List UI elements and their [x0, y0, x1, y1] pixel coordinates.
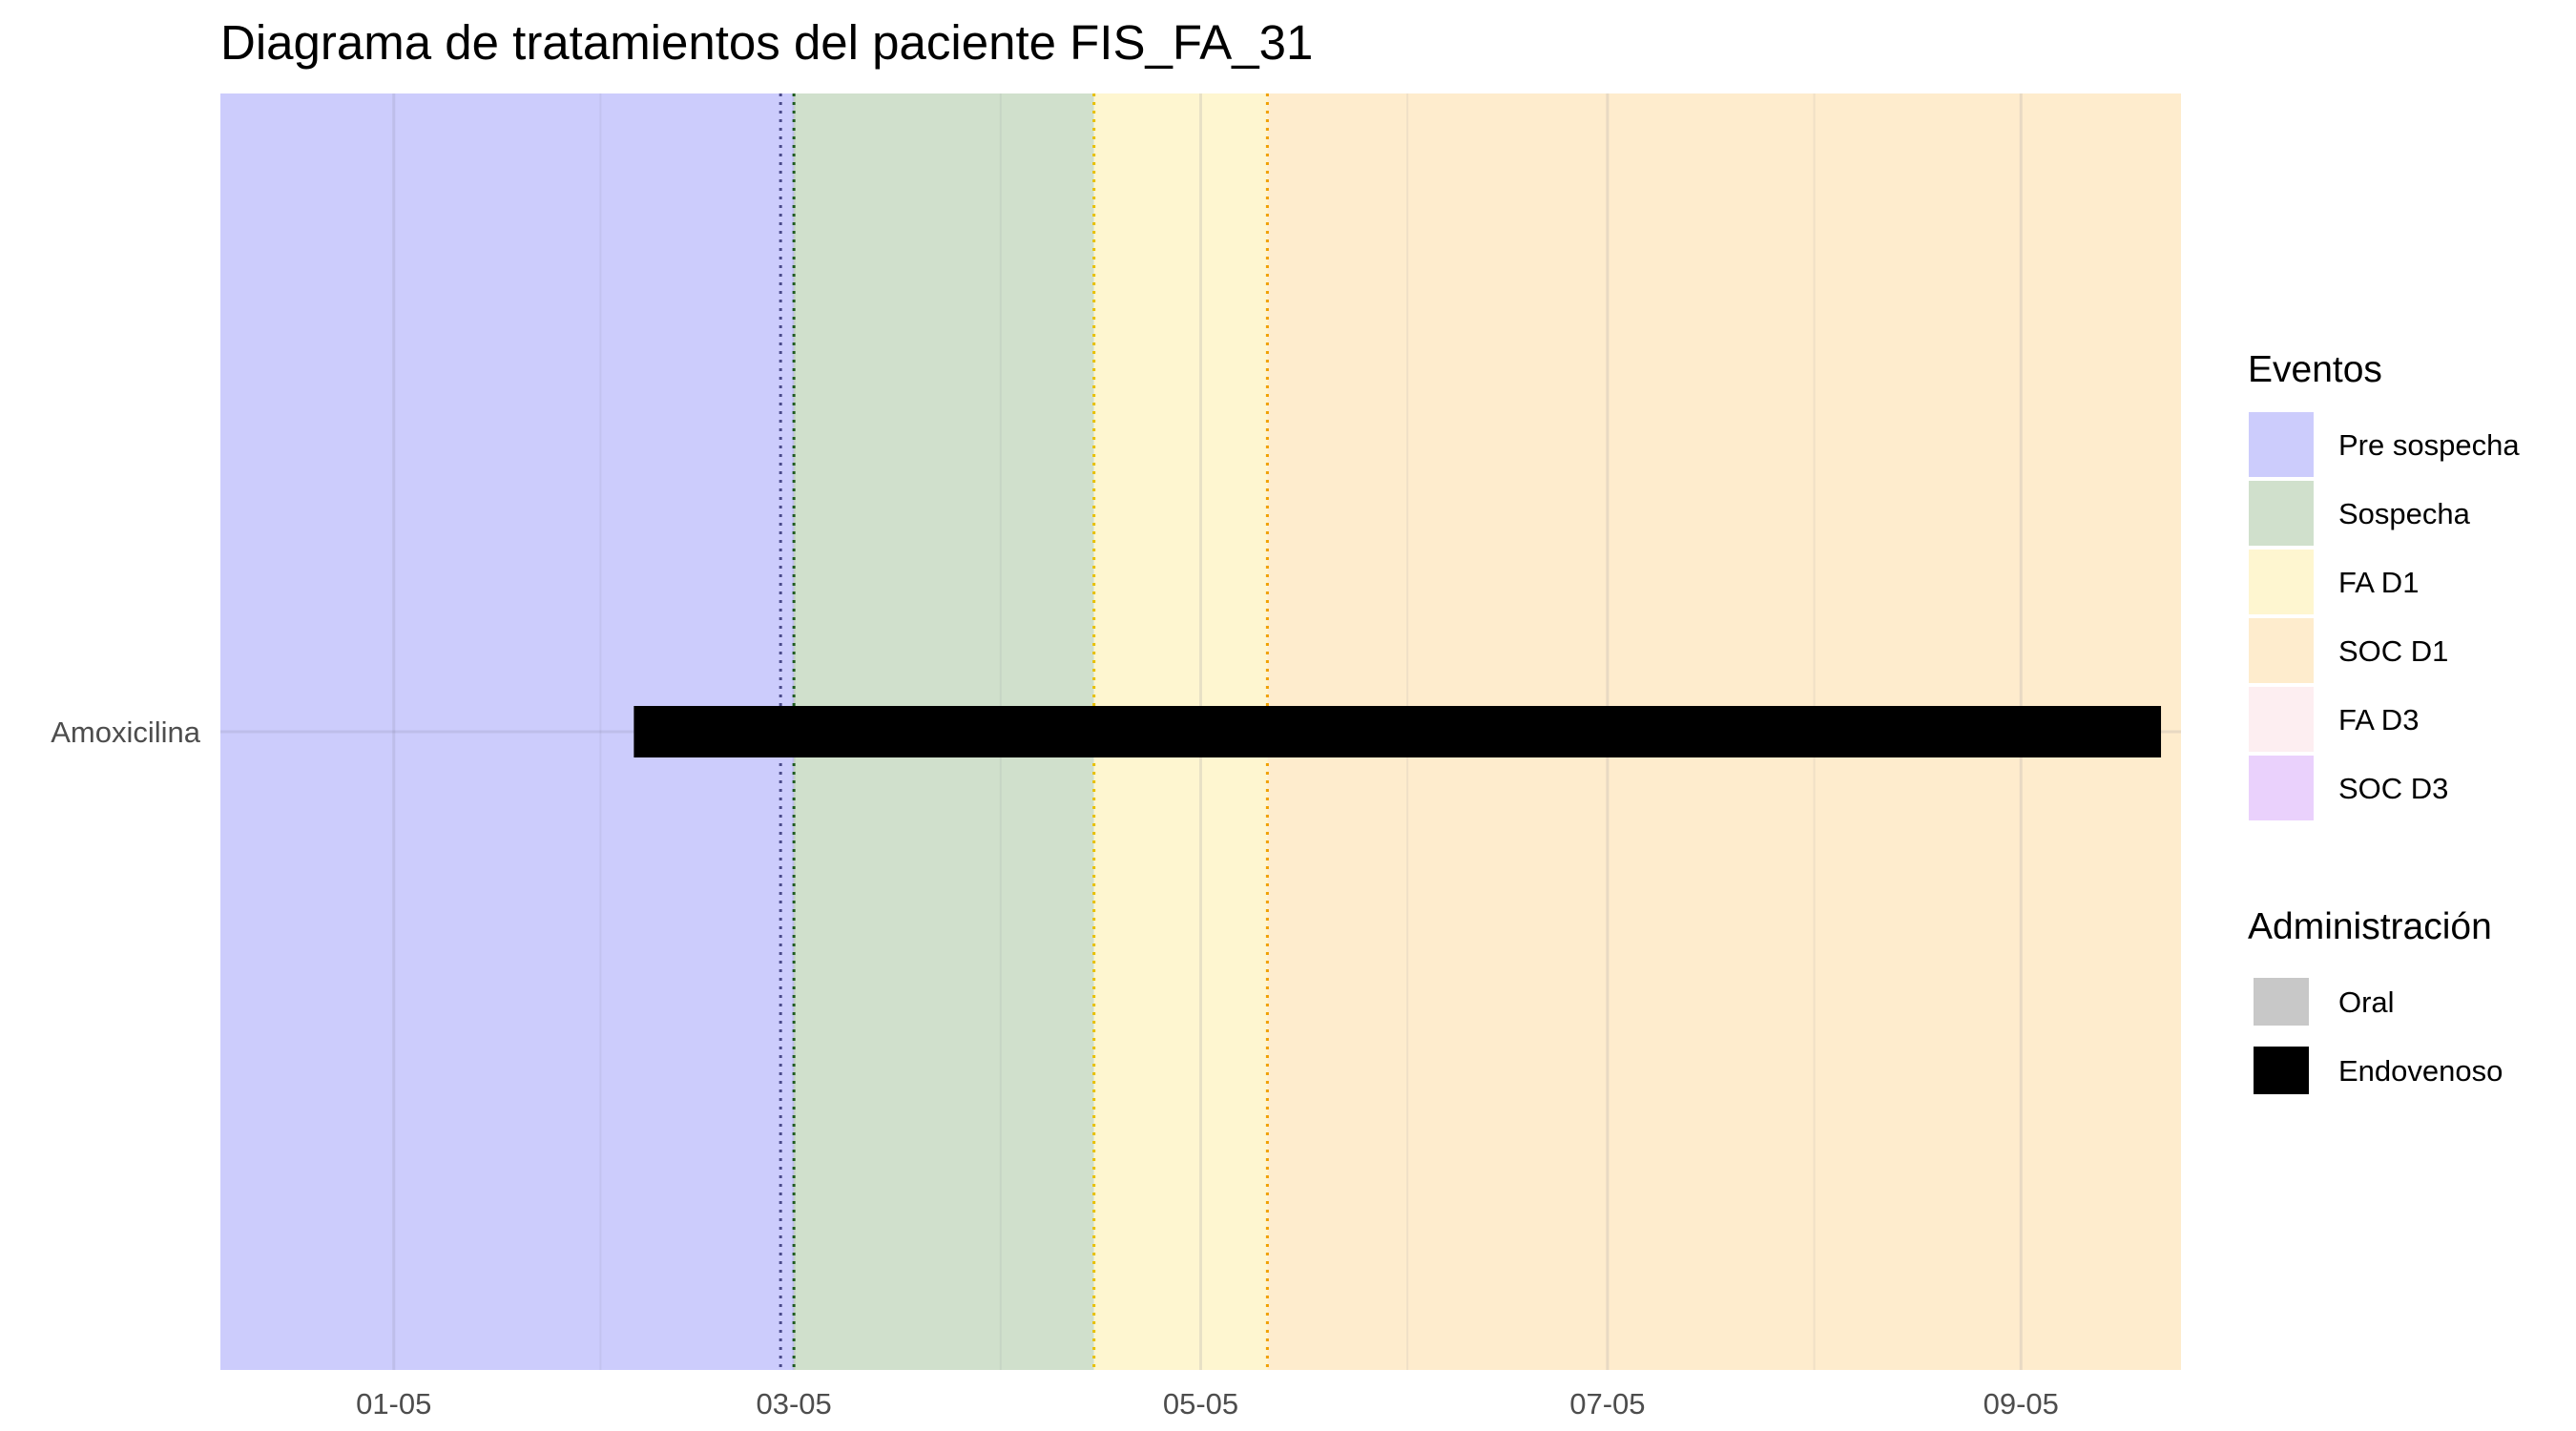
treatment-bars	[634, 706, 2162, 757]
legend-label: SOC D3	[2338, 772, 2448, 805]
y-axis-tick-labels: Amoxicilina	[51, 716, 201, 749]
legend-key	[2249, 687, 2314, 752]
x-tick-label: 01-05	[356, 1387, 431, 1421]
legend-label: SOC D1	[2338, 634, 2448, 668]
legend-key	[2254, 1047, 2309, 1094]
legend-label: Endovenoso	[2338, 1054, 2503, 1088]
legend-key	[2249, 756, 2314, 820]
legend-key	[2249, 412, 2314, 477]
legend-title: Administración	[2248, 906, 2492, 947]
legend-label: FA D3	[2338, 703, 2419, 736]
x-tick-label: 07-05	[1569, 1387, 1645, 1421]
legend-title: Eventos	[2248, 349, 2382, 390]
legend-label: Sospecha	[2338, 497, 2471, 530]
legend-label: Pre sospecha	[2338, 428, 2520, 462]
x-tick-label: 05-05	[1163, 1387, 1238, 1421]
y-tick-label: Amoxicilina	[51, 716, 201, 749]
legend-label: Oral	[2338, 985, 2395, 1019]
legends: Eventos Pre sospecha Sospecha FA D1 SOC D1 FA…	[2248, 349, 2520, 1094]
x-tick-label: 03-05	[756, 1387, 831, 1421]
legend-key	[2249, 550, 2314, 614]
legend-label: FA D1	[2338, 566, 2419, 599]
legend-key	[2249, 618, 2314, 683]
chart-title: Diagrama de tratamientos del paciente FI…	[220, 15, 1313, 70]
x-axis-tick-labels: 01-05 03-05 05-05 07-05 09-05	[356, 1387, 2059, 1421]
x-tick-label: 09-05	[1984, 1387, 2059, 1421]
legend-key	[2254, 978, 2309, 1026]
treatment-bar	[634, 706, 2162, 757]
legend-key	[2249, 481, 2314, 546]
